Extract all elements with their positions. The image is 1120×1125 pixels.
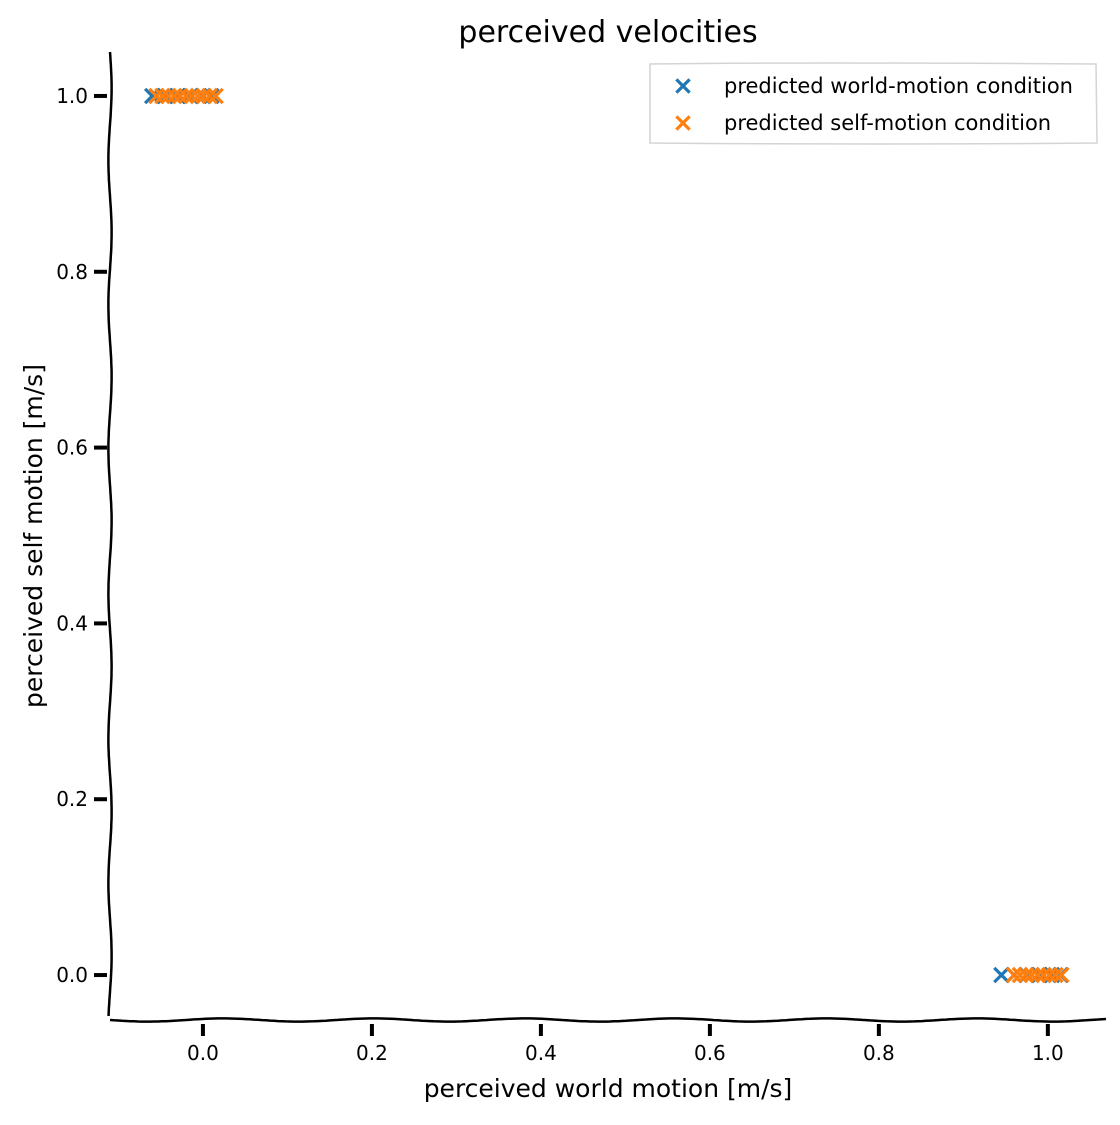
y-tick-label: 0.8 bbox=[56, 260, 88, 284]
x-tick-label: 0.0 bbox=[187, 1041, 219, 1065]
x-tick-label: 0.4 bbox=[525, 1041, 557, 1065]
y-tick-label: 0.6 bbox=[56, 436, 88, 460]
x-axis-spine bbox=[109, 1017, 1107, 1023]
data-point bbox=[1053, 966, 1070, 984]
series-1 bbox=[143, 87, 1069, 984]
legend-label: predicted self-motion condition bbox=[724, 111, 1051, 135]
x-tick-label: 1.0 bbox=[1032, 1041, 1064, 1065]
x-tick-label: 0.2 bbox=[356, 1041, 388, 1065]
axes: 0.0 0.2 0.4 0.6 0.8 1.0 0.0 0.2 0.4 0.6 0.8 1.0 bbox=[56, 51, 1107, 1065]
y-tick-label: 0.0 bbox=[56, 963, 88, 987]
legend-label: predicted world-motion condition bbox=[724, 74, 1073, 98]
legend-marker bbox=[675, 78, 691, 94]
y-tick-label: 1.0 bbox=[56, 84, 88, 108]
chart-title: perceived velocities bbox=[458, 15, 757, 50]
x-tick-label: 0.8 bbox=[863, 1041, 895, 1065]
y-axis-spine bbox=[107, 51, 113, 1017]
legend: predicted world-motion condition predicte… bbox=[649, 62, 1098, 145]
x-axis-label: perceived world motion [m/s] bbox=[424, 1074, 793, 1103]
series-2 bbox=[148, 87, 1070, 984]
legend-frame bbox=[649, 62, 1098, 145]
x-tick-label: 0.6 bbox=[694, 1041, 726, 1065]
data-point bbox=[207, 87, 224, 105]
data-point bbox=[993, 966, 1010, 984]
data-marks bbox=[143, 87, 1070, 984]
y-axis-label: perceived self motion [m/s] bbox=[19, 364, 48, 708]
legend-marker bbox=[675, 115, 691, 131]
y-tick-label: 0.2 bbox=[56, 787, 88, 811]
y-tick-label: 0.4 bbox=[56, 611, 88, 635]
